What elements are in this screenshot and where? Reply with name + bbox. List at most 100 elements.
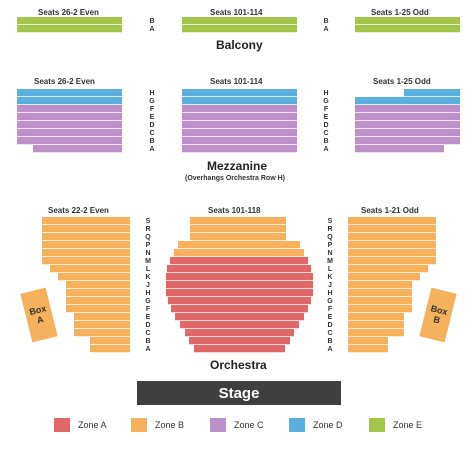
orchestra-left-row-a[interactable] <box>90 345 130 353</box>
mezzanine-center-row-g[interactable] <box>182 97 297 105</box>
balcony-left-row-a[interactable] <box>17 25 122 33</box>
orchestra-right-row-g[interactable] <box>348 297 412 305</box>
orchestra-center-row-h[interactable] <box>166 289 313 297</box>
mezzanine-left-row-a[interactable] <box>33 145 122 153</box>
orchestra-left-row-c[interactable] <box>74 329 130 337</box>
balcony-right-row-b[interactable] <box>355 17 460 25</box>
row-letter: G <box>145 298 151 305</box>
orchestra-right-row-r[interactable] <box>348 225 436 233</box>
mezzanine-left-row-e[interactable] <box>17 113 122 121</box>
orchestra-right-row-a[interactable] <box>348 345 388 353</box>
orchestra-center-row-g[interactable] <box>168 297 311 305</box>
mezzanine-right-row-b[interactable] <box>355 137 460 145</box>
mezzanine-center-row-a[interactable] <box>182 145 297 153</box>
orchestra-right-row-h[interactable] <box>348 289 412 297</box>
row-letter: K <box>327 274 333 281</box>
orchestra-right-row-q[interactable] <box>348 233 436 241</box>
orchestra-left-row-m[interactable] <box>42 257 130 265</box>
mezzanine-left-row-h[interactable] <box>17 89 122 97</box>
mezzanine-right-row-e[interactable] <box>355 113 460 121</box>
orchestra-left-row-h[interactable] <box>66 289 130 297</box>
row-letter: F <box>149 106 155 113</box>
row-letter: S <box>145 218 151 225</box>
orchestra-right-row-p[interactable] <box>348 241 436 249</box>
orchestra-right-row-b[interactable] <box>348 337 388 345</box>
orchestra-right-row-f[interactable] <box>348 305 412 313</box>
mezzanine-right-row-a[interactable] <box>355 145 444 153</box>
mezzanine-left-row-c[interactable] <box>17 129 122 137</box>
orchestra-left-row-r[interactable] <box>42 225 130 233</box>
balcony-left-section-label: Seats 26-2 Even <box>38 8 99 17</box>
orchestra-center-row-j[interactable] <box>166 281 313 289</box>
mezzanine-left-row-b[interactable] <box>17 137 122 145</box>
orchestra-left-row-j[interactable] <box>66 281 130 289</box>
orchestra-center-row-c[interactable] <box>185 329 294 337</box>
orchestra-right-row-l[interactable] <box>348 265 428 273</box>
orchestra-left-row-p[interactable] <box>42 241 130 249</box>
orchestra-center-row-m[interactable] <box>170 257 308 265</box>
orchestra-right-row-s[interactable] <box>348 217 436 225</box>
mezzanine-right-row-g[interactable] <box>355 97 460 105</box>
mezzanine-left-row-d[interactable] <box>17 121 122 129</box>
orchestra-left-row-s[interactable] <box>42 217 130 225</box>
orchestra-center-row-n[interactable] <box>174 249 304 257</box>
legend-item-zone-d[interactable]: Zone D <box>289 418 343 432</box>
orchestra-center-row-b[interactable] <box>189 337 290 345</box>
zone-c-swatch <box>210 418 226 432</box>
orchestra-right-row-j[interactable] <box>348 281 412 289</box>
row-letter: C <box>323 130 329 137</box>
balcony-center-row-a[interactable] <box>182 25 297 33</box>
row-letter: D <box>145 322 151 329</box>
orchestra-left-row-f[interactable] <box>66 305 130 313</box>
legend-item-zone-b[interactable]: Zone B <box>131 418 184 432</box>
mezzanine-right-row-c[interactable] <box>355 129 460 137</box>
mezzanine-center-row-b[interactable] <box>182 137 297 145</box>
row-letter: E <box>149 114 155 121</box>
orchestra-left-row-g[interactable] <box>66 297 130 305</box>
mezzanine-right-row-h[interactable] <box>404 89 460 97</box>
mezzanine-right-row-f[interactable] <box>355 105 460 113</box>
orchestra-center-row-p[interactable] <box>178 241 300 249</box>
orchestra-right-row-n[interactable] <box>348 249 436 257</box>
orchestra-center-row-k[interactable] <box>166 273 313 281</box>
box-b[interactable]: Box B <box>419 287 457 343</box>
legend-item-zone-e[interactable]: Zone E <box>369 418 422 432</box>
orchestra-left-row-k[interactable] <box>58 273 130 281</box>
mezzanine-center-row-f[interactable] <box>182 105 297 113</box>
row-letter: E <box>323 114 329 121</box>
orchestra-center-row-r[interactable] <box>190 225 286 233</box>
orchestra-right-row-k[interactable] <box>348 273 420 281</box>
legend-item-zone-c[interactable]: Zone C <box>210 418 264 432</box>
orchestra-right-row-m[interactable] <box>348 257 436 265</box>
orchestra-right-row-d[interactable] <box>348 321 404 329</box>
mezzanine-center-row-e[interactable] <box>182 113 297 121</box>
orchestra-left-row-e[interactable] <box>74 313 130 321</box>
orchestra-left-row-l[interactable] <box>50 265 130 273</box>
mezzanine-right-row-d[interactable] <box>355 121 460 129</box>
orchestra-left-row-q[interactable] <box>42 233 130 241</box>
orchestra-center-row-e[interactable] <box>175 313 304 321</box>
orchestra-center-row-l[interactable] <box>167 265 311 273</box>
balcony-right-row-a[interactable] <box>355 25 460 33</box>
legend-item-zone-a[interactable]: Zone A <box>54 418 107 432</box>
orchestra-center-row-s[interactable] <box>190 217 286 225</box>
orchestra-left-row-d[interactable] <box>74 321 130 329</box>
balcony-left-row-b[interactable] <box>17 17 122 25</box>
mezzanine-left-row-f[interactable] <box>17 105 122 113</box>
orchestra-right-row-e[interactable] <box>348 313 404 321</box>
orchestra-right-row-c[interactable] <box>348 329 404 337</box>
mezzanine-left-row-g[interactable] <box>17 97 122 105</box>
orchestra-center-row-a[interactable] <box>194 345 285 353</box>
row-letter: D <box>323 122 329 129</box>
mezzanine-center-row-d[interactable] <box>182 121 297 129</box>
orchestra-left-row-b[interactable] <box>90 337 130 345</box>
orchestra-center-row-f[interactable] <box>171 305 308 313</box>
mezzanine-center-row-h[interactable] <box>182 89 297 97</box>
orchestra-center-row-d[interactable] <box>180 321 299 329</box>
box-a[interactable]: Box A <box>20 287 58 343</box>
balcony-center-row-b[interactable] <box>182 17 297 25</box>
orchestra-center-row-q[interactable] <box>190 233 286 241</box>
mezzanine-center-row-c[interactable] <box>182 129 297 137</box>
row-letter: D <box>149 122 155 129</box>
orchestra-left-row-n[interactable] <box>42 249 130 257</box>
